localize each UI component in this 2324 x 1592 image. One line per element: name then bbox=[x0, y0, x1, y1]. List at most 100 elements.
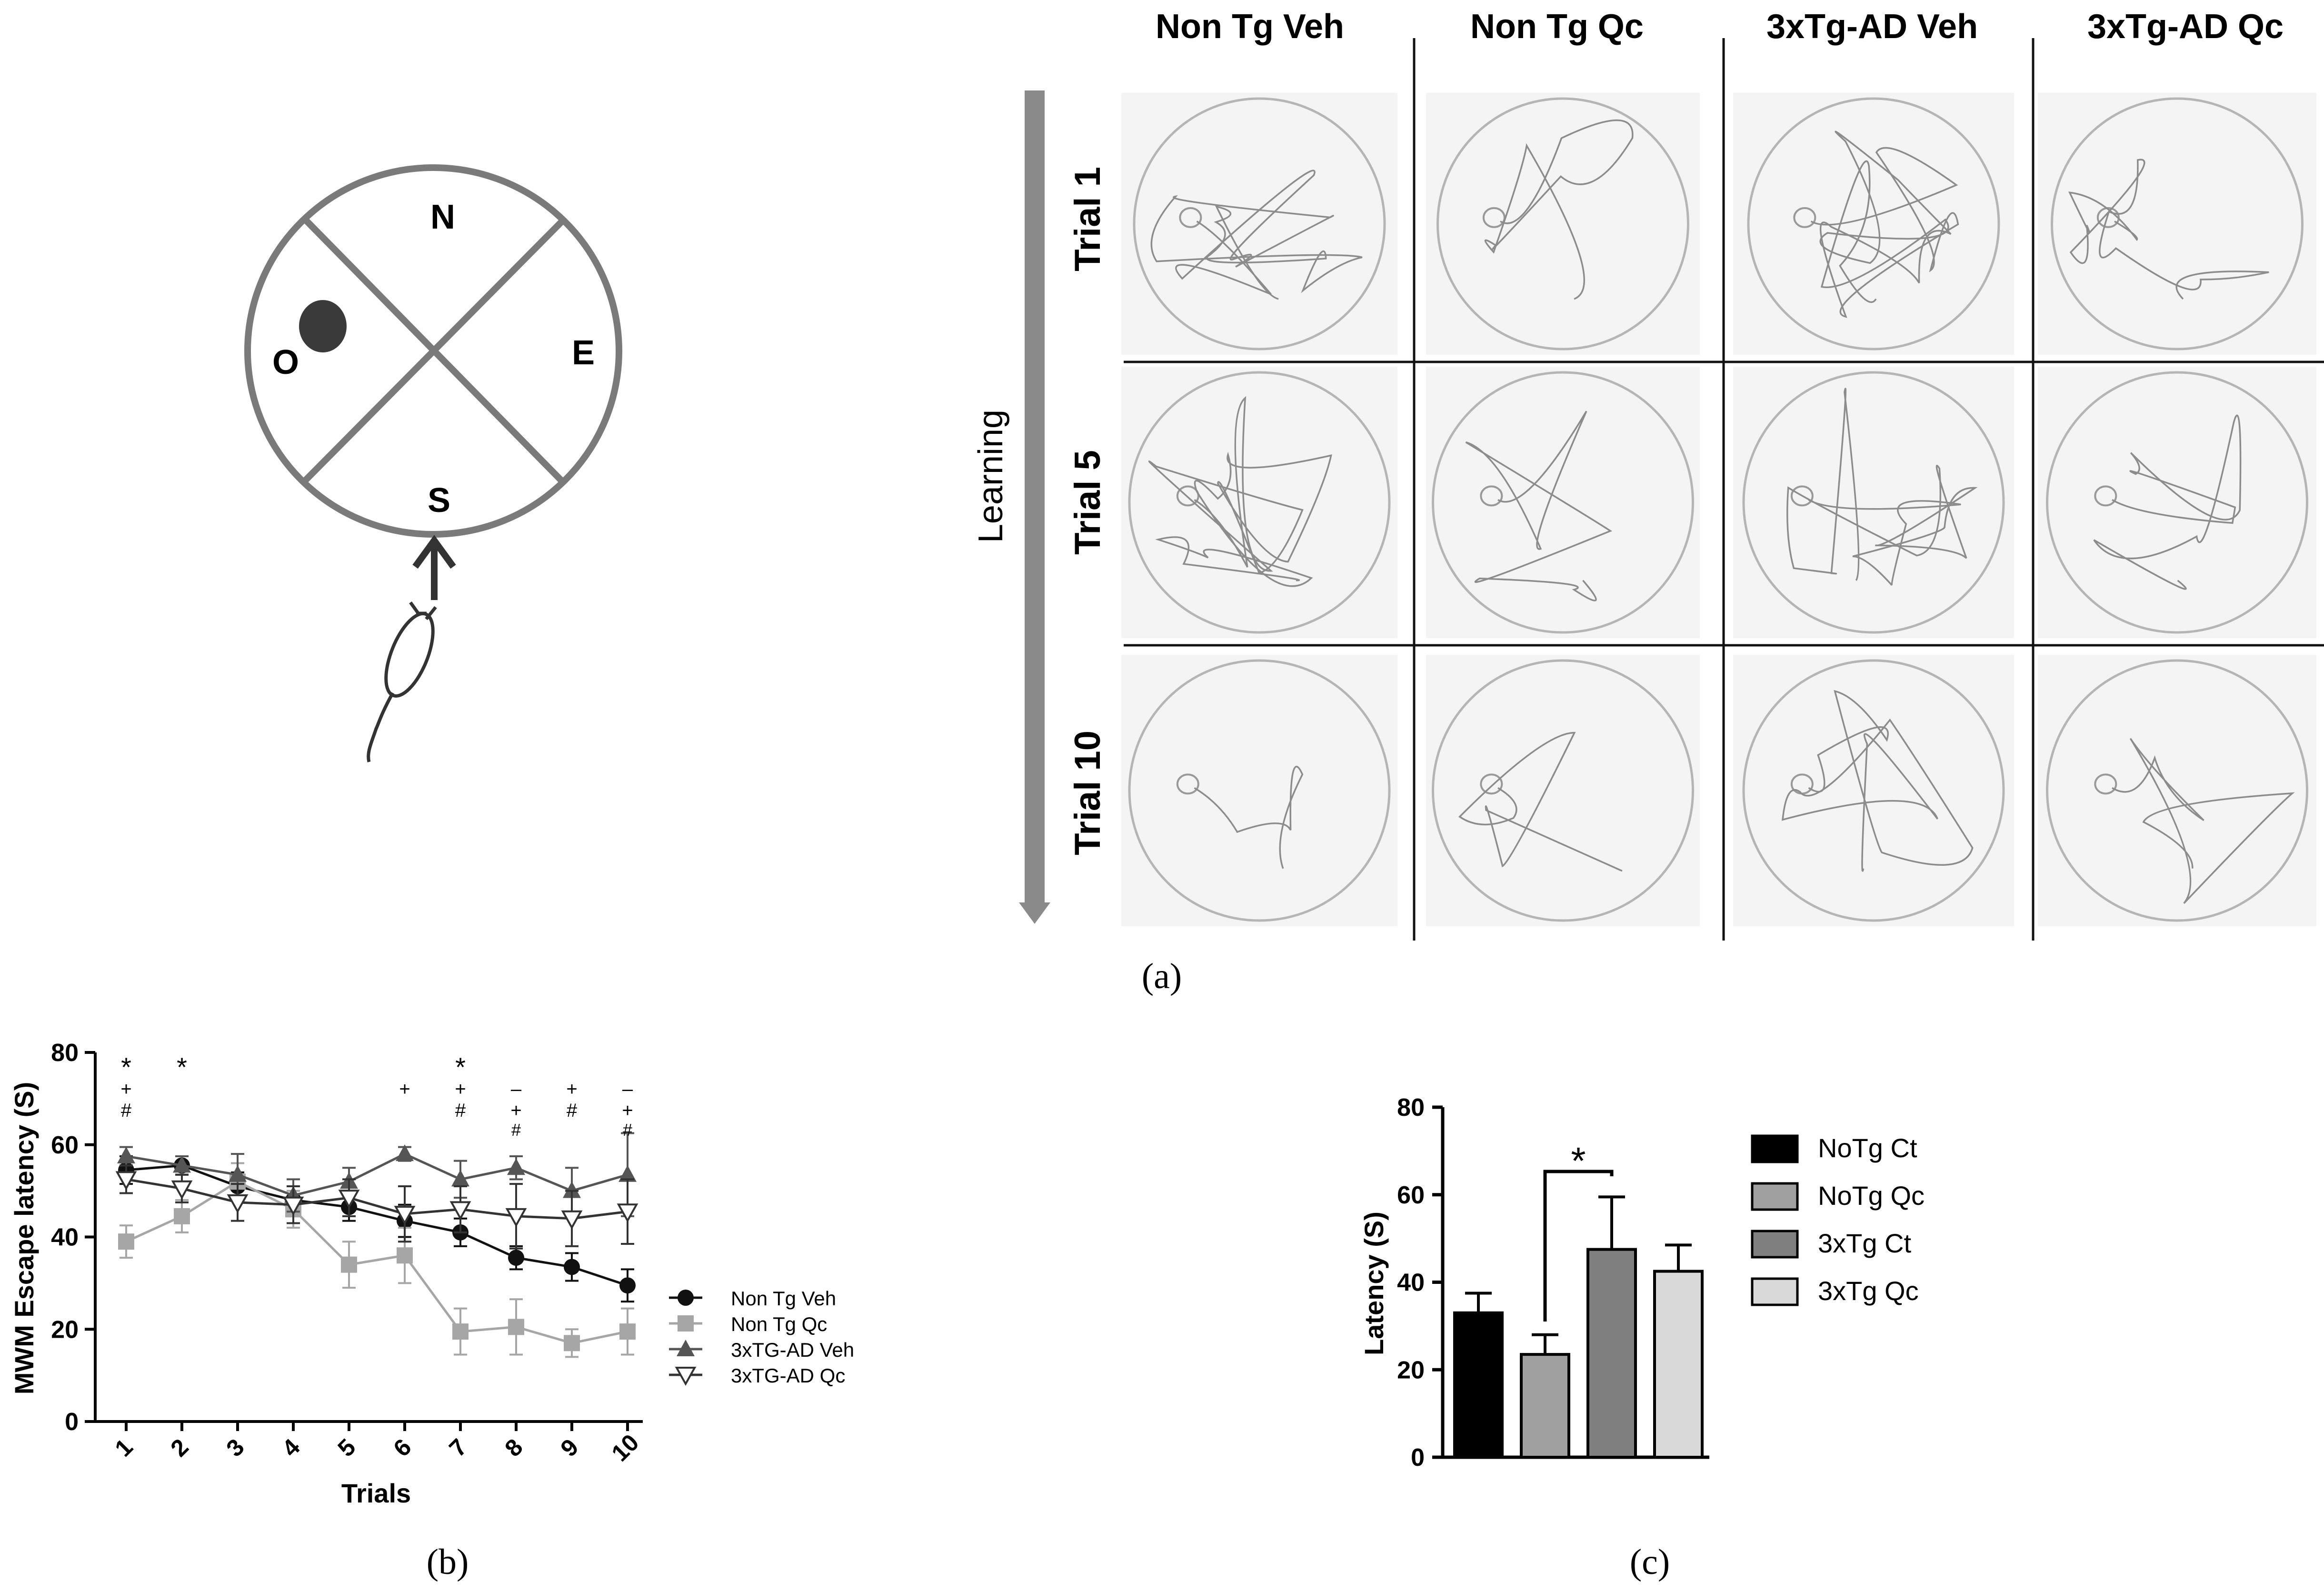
significance-marker: + bbox=[455, 1079, 466, 1100]
data-point bbox=[507, 1158, 525, 1175]
legend-swatch bbox=[1751, 1277, 1799, 1306]
data-point bbox=[677, 1340, 695, 1356]
data-point bbox=[675, 1367, 697, 1386]
legend-label: 3xTg Ct bbox=[1818, 1228, 1911, 1258]
swim-path-cell bbox=[1733, 367, 2014, 638]
data-point bbox=[449, 1201, 471, 1221]
legend-item: 3xTG-AD Qc bbox=[669, 1364, 845, 1387]
data-point bbox=[451, 1170, 469, 1187]
data-point bbox=[618, 1165, 637, 1182]
swim-path bbox=[1458, 731, 1623, 871]
legend-label: 3xTG-AD Veh bbox=[731, 1339, 854, 1361]
swim-path-cell bbox=[1733, 93, 2014, 355]
quadrant-north-label: N bbox=[430, 198, 455, 236]
panel-a: Non Tg Veh Non Tg Qc 3xTg-AD Veh 3xTg-AD… bbox=[972, 8, 2324, 996]
swim-path-cell bbox=[2038, 367, 2316, 638]
swim-path bbox=[1782, 690, 1974, 872]
swim-path-cell bbox=[1121, 655, 1397, 926]
significance-marker: # bbox=[511, 1120, 521, 1140]
swim-path-cell bbox=[1426, 367, 1700, 638]
swim-path-cell bbox=[1426, 655, 1700, 926]
data-point bbox=[564, 1335, 580, 1352]
x-tick-label: 7 bbox=[444, 1433, 472, 1462]
legend-label: NoTg Ct bbox=[1818, 1133, 1917, 1163]
significance-star: * bbox=[1571, 1140, 1586, 1182]
bar-3xtg-ct bbox=[1586, 1195, 1637, 1459]
y-tick-label: 80 bbox=[1397, 1094, 1425, 1121]
significance-marker: – bbox=[511, 1079, 522, 1100]
swim-path bbox=[1484, 119, 1634, 300]
swim-path-cell bbox=[1733, 655, 2014, 926]
legend-label: 3xTg Qc bbox=[1818, 1276, 1919, 1306]
y-tick-label: 20 bbox=[1397, 1356, 1425, 1384]
data-point bbox=[508, 1250, 524, 1266]
learning-arrow bbox=[1019, 90, 1050, 924]
series-3xtg-ad-veh bbox=[117, 1132, 637, 1217]
panel-c-label: (c) bbox=[1630, 1542, 1670, 1582]
data-point bbox=[452, 1323, 469, 1340]
bar-3xtg-qc bbox=[1653, 1243, 1704, 1459]
column-header-1: Non Tg Veh bbox=[1156, 8, 1344, 46]
significance-marker: # bbox=[623, 1120, 632, 1140]
swim-path-cell bbox=[2038, 93, 2316, 355]
series-line bbox=[126, 1178, 628, 1220]
x-tick-label: 4 bbox=[277, 1433, 305, 1462]
swim-path-grid bbox=[1121, 93, 2316, 926]
legend-label: Non Tg Qc bbox=[731, 1313, 827, 1335]
legend-label: NoTg Qc bbox=[1818, 1181, 1925, 1211]
significance-bracket bbox=[1543, 1170, 1614, 1322]
legend-item: 3xTg Qc bbox=[1751, 1276, 1919, 1306]
data-point bbox=[563, 1181, 581, 1198]
quadrant-south-label: S bbox=[428, 481, 450, 520]
row-label-trial-1: Trial 1 bbox=[1067, 167, 1108, 271]
series-line bbox=[125, 1180, 628, 1344]
column-header-4: 3xTg-AD Qc bbox=[2087, 8, 2284, 46]
y-tick-label: 20 bbox=[51, 1316, 79, 1343]
row-label-trial-5: Trial 5 bbox=[1067, 450, 1108, 555]
legend-item: NoTg Ct bbox=[1751, 1133, 1917, 1163]
panel-b-label: (b) bbox=[427, 1542, 469, 1582]
series-non-tg-qc bbox=[118, 1162, 636, 1358]
significance-marker: + bbox=[399, 1079, 410, 1100]
data-point bbox=[396, 1144, 414, 1161]
data-point bbox=[564, 1259, 580, 1275]
swim-path bbox=[1194, 765, 1304, 869]
x-tick-label: 1 bbox=[110, 1433, 138, 1462]
bar bbox=[1653, 1270, 1704, 1459]
arrow-icon bbox=[412, 535, 456, 600]
data-point bbox=[171, 1180, 193, 1200]
data-point bbox=[118, 1233, 134, 1250]
x-tick-label: 5 bbox=[332, 1433, 360, 1462]
maze-diagram: N E S O bbox=[244, 164, 622, 762]
data-point bbox=[617, 1203, 638, 1223]
legend: NoTg Ct NoTg Qc 3xTg Ct 3xTg Qc bbox=[1751, 1133, 1925, 1306]
legend-item: 3xTg Ct bbox=[1751, 1228, 1911, 1259]
y-tick-label: 0 bbox=[65, 1408, 79, 1436]
data-point bbox=[174, 1208, 190, 1224]
y-tick-label: 0 bbox=[1411, 1444, 1425, 1472]
swim-path bbox=[1786, 388, 1978, 586]
data-point bbox=[561, 1210, 583, 1230]
series-line bbox=[126, 1164, 628, 1287]
y-axis-label: MWM Escape latency (S) bbox=[9, 1082, 39, 1395]
significance-marker: + bbox=[510, 1100, 521, 1121]
significance-marker: * bbox=[455, 1052, 466, 1082]
swim-path bbox=[1810, 130, 1959, 318]
y-tick-label: 40 bbox=[1397, 1269, 1425, 1297]
x-ticks: 1 2 3 4 5 6 7 8 9 10 bbox=[110, 1422, 644, 1467]
significance-marker: # bbox=[455, 1100, 466, 1121]
legend-item: Non Tg Veh bbox=[669, 1287, 836, 1310]
y-ticks: 0 20 40 60 80 bbox=[51, 1039, 95, 1436]
data-point bbox=[678, 1315, 694, 1332]
data-point bbox=[338, 1190, 360, 1209]
y-tick-label: 80 bbox=[51, 1039, 79, 1067]
maze-divider-ne-sw bbox=[302, 217, 567, 483]
data-point bbox=[619, 1323, 636, 1340]
learning-label: Learning bbox=[972, 410, 1010, 543]
bar-notg-ct bbox=[1453, 1292, 1504, 1459]
swim-path-cell bbox=[1121, 367, 1397, 638]
legend-swatch bbox=[1751, 1134, 1799, 1163]
legend-label: 3xTG-AD Qc bbox=[731, 1364, 845, 1387]
bar bbox=[1453, 1311, 1504, 1459]
